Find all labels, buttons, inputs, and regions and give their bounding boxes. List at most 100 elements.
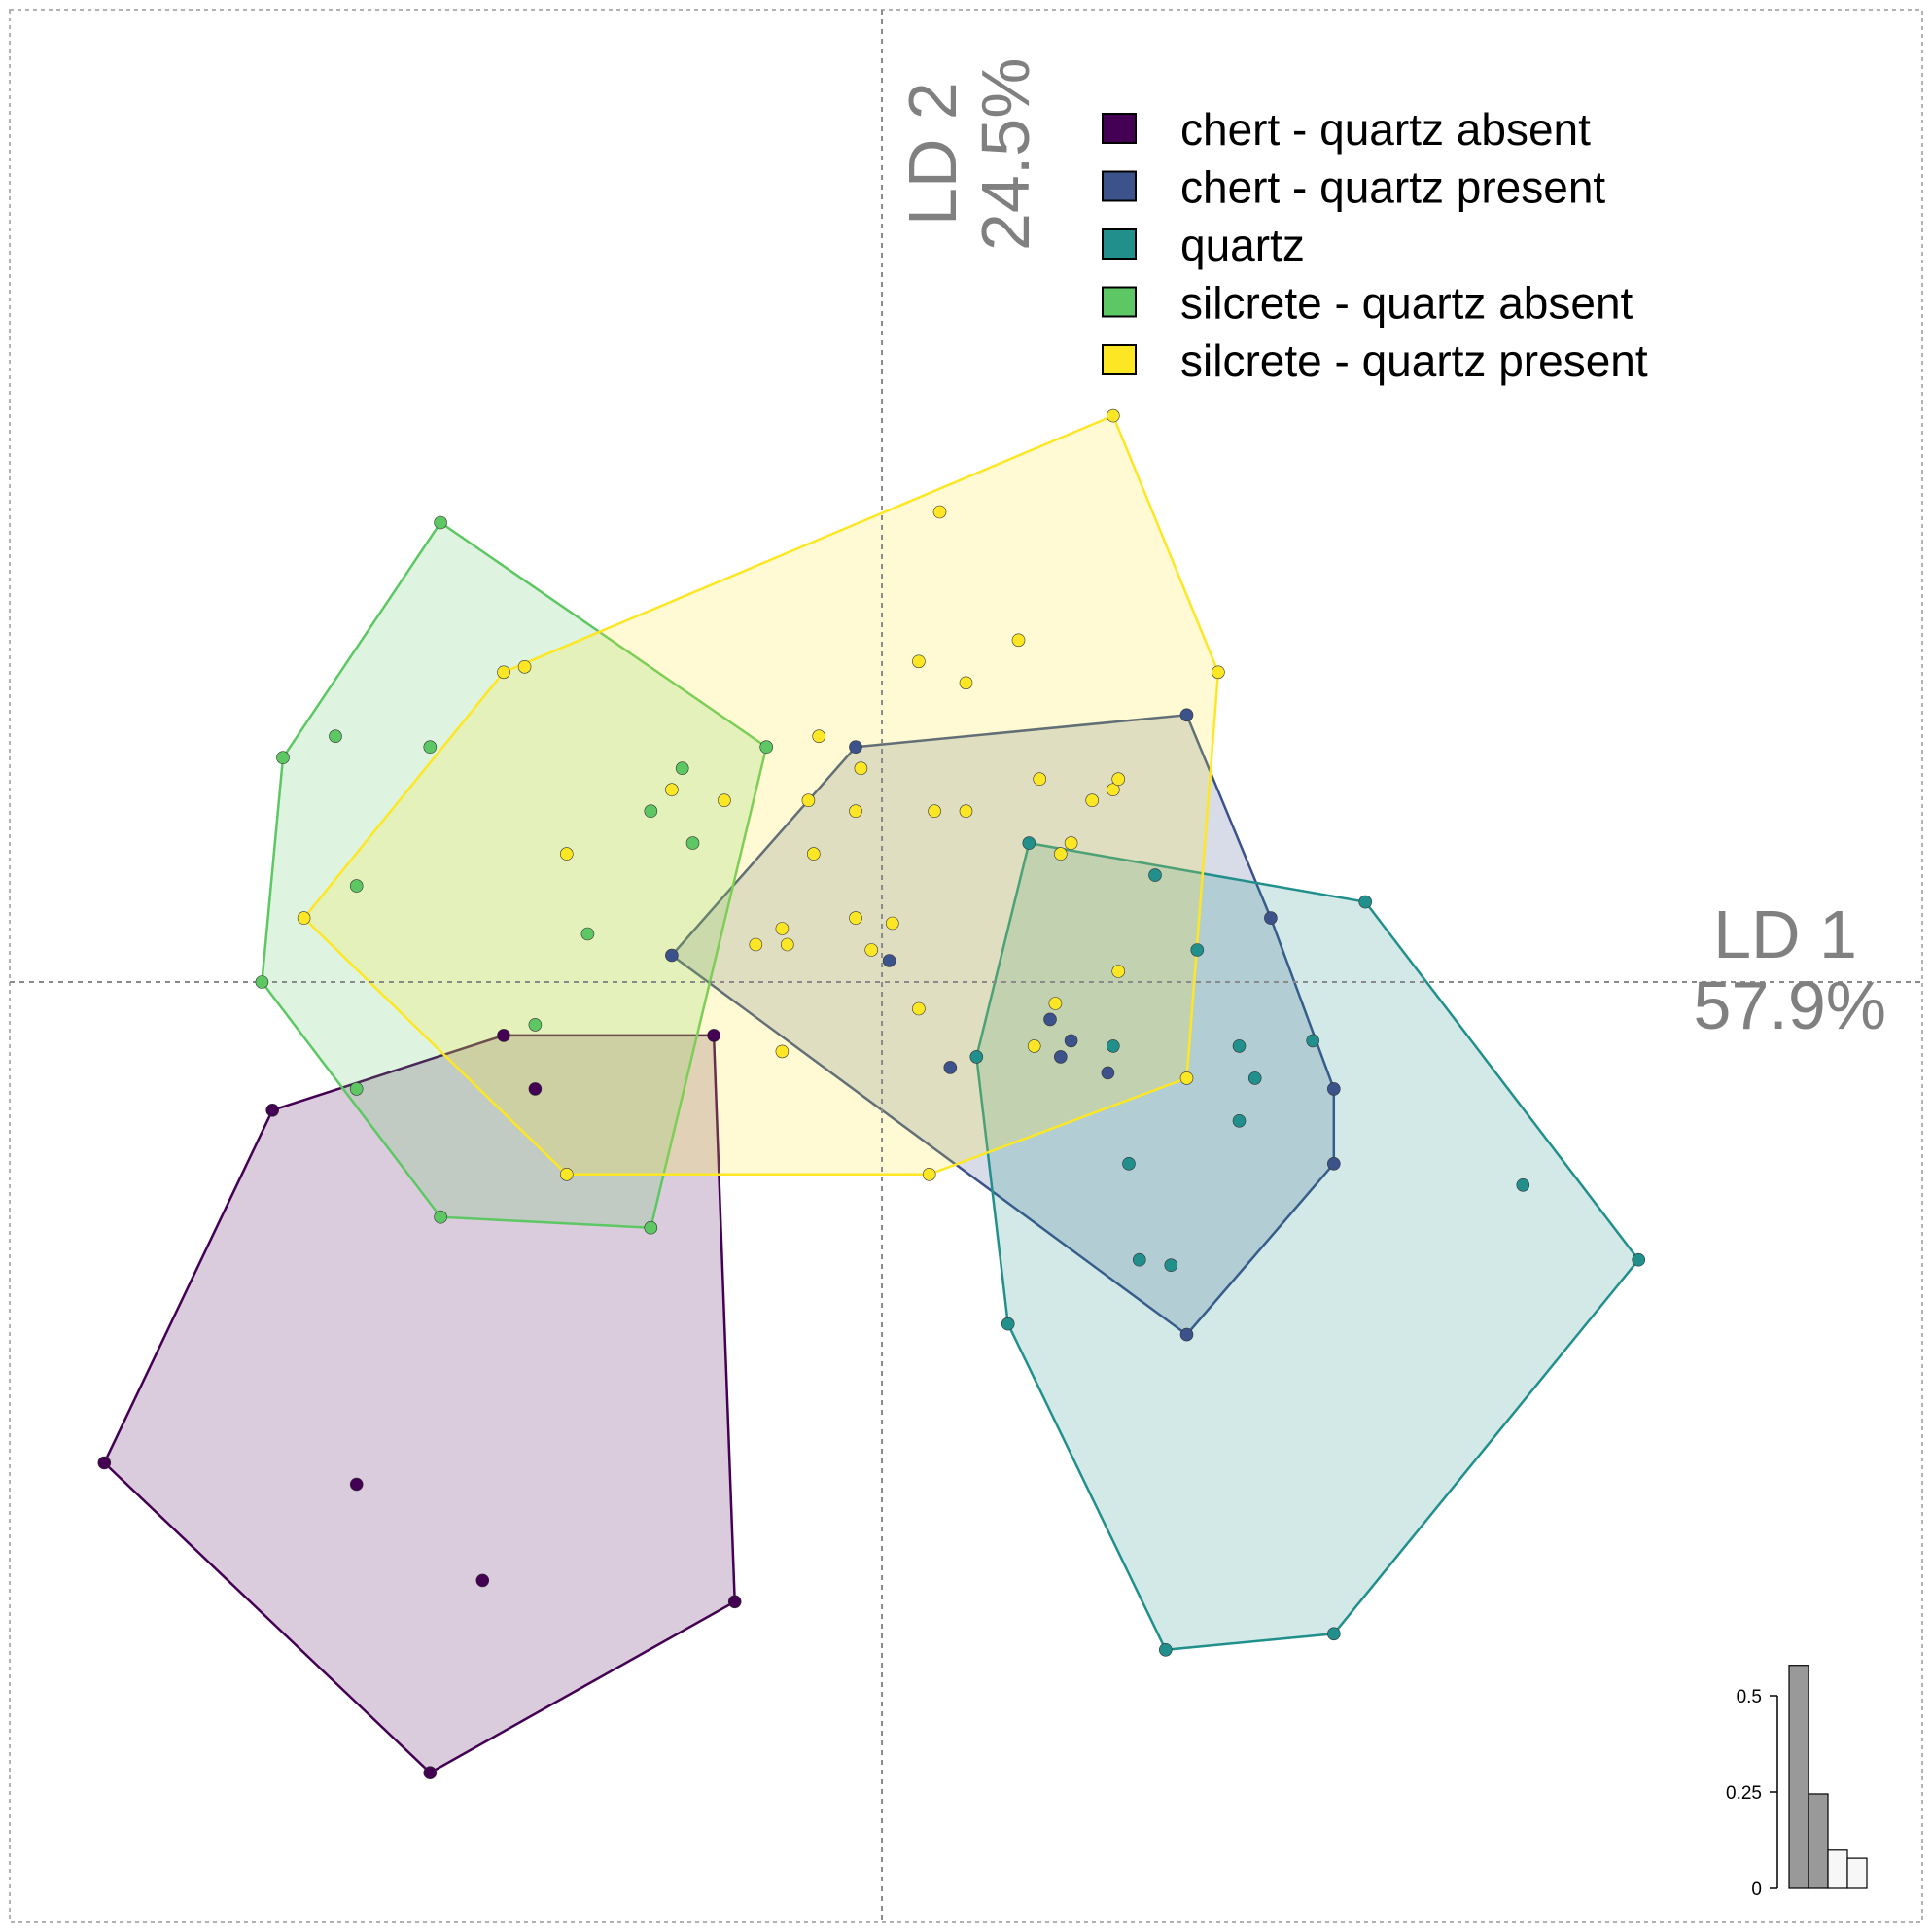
- point-silcrete-quartz-present-23: [1064, 836, 1078, 850]
- ld1-percent: 57.9%: [1694, 967, 1886, 1043]
- point-silcrete-quartz-present-37: [1027, 1039, 1041, 1053]
- point-silcrete-quartz-present-36: [1048, 997, 1063, 1010]
- point-silcrete-quartz-absent-1: [434, 515, 447, 530]
- point-silcrete-quartz-present-5: [1179, 1071, 1194, 1085]
- point-silcrete-quartz-present-26: [1111, 772, 1125, 787]
- point-silcrete-quartz-present-24: [1085, 793, 1099, 808]
- point-quartz-13: [1133, 1252, 1146, 1267]
- point-chert-quartz-present-0: [665, 948, 679, 963]
- point-quartz-11: [1232, 1114, 1247, 1128]
- point-chert-quartz-present-5: [1327, 1157, 1341, 1171]
- point-chert-quartz-absent-1: [265, 1104, 280, 1117]
- point-silcrete-quartz-absent-8: [423, 740, 438, 755]
- point-silcrete-quartz-present-34: [775, 1044, 790, 1059]
- ld2-label: LD 2: [895, 82, 970, 226]
- point-chert-quartz-absent-5: [727, 1595, 742, 1609]
- legend-swatch-chert-quartz-absent: [1102, 113, 1137, 144]
- point-chert-quartz-present-9: [1043, 1012, 1057, 1027]
- ld2-percent: 24.5%: [967, 58, 1043, 251]
- point-quartz-6: [969, 1050, 984, 1064]
- point-silcrete-quartz-present-14: [801, 793, 816, 808]
- point-chert-quartz-present-2: [1179, 708, 1194, 722]
- point-silcrete-quartz-absent-14: [528, 1018, 543, 1032]
- group-hulls: [102, 413, 1640, 1774]
- point-silcrete-quartz-present-3: [1107, 408, 1120, 423]
- point-silcrete-quartz-present-18: [849, 804, 862, 819]
- point-chert-quartz-present-11: [1064, 1034, 1078, 1048]
- point-silcrete-quartz-present-12: [812, 729, 826, 744]
- point-chert-quartz-absent-4: [707, 1029, 720, 1042]
- legend-label-chert-quartz-present: chert - quartz present: [1180, 162, 1605, 213]
- point-chert-quartz-present-10: [1054, 1050, 1068, 1064]
- point-silcrete-quartz-present-30: [749, 937, 763, 952]
- data-points: [97, 408, 1645, 1779]
- point-silcrete-quartz-present-6: [922, 1168, 936, 1181]
- point-silcrete-quartz-present-17: [559, 847, 574, 861]
- point-chert-quartz-present-6: [1179, 1327, 1194, 1342]
- inset-bar-2: [1808, 1793, 1829, 1889]
- point-silcrete-quartz-absent-2: [759, 740, 774, 755]
- inset-tick-label: 0: [1751, 1879, 1762, 1900]
- inset-tick-label: 0.25: [1726, 1783, 1762, 1804]
- point-silcrete-quartz-present-25: [1107, 783, 1120, 797]
- point-chert-quartz-absent-8: [475, 1573, 490, 1588]
- point-silcrete-quartz-absent-11: [644, 804, 658, 819]
- legend-label-chert-quartz-absent: chert - quartz absent: [1180, 104, 1591, 155]
- hull-chert-quartz-present: [670, 713, 1336, 1337]
- point-silcrete-quartz-present-15: [665, 783, 679, 797]
- point-quartz-3: [1327, 1627, 1341, 1641]
- point-silcrete-quartz-present-1: [497, 665, 510, 680]
- legend-label-silcrete-quartz-absent: silcrete - quartz absent: [1180, 278, 1633, 329]
- point-quartz-9: [1232, 1039, 1247, 1053]
- point-quartz-4: [1159, 1643, 1173, 1657]
- inset-bar-4: [1846, 1857, 1868, 1889]
- point-silcrete-quartz-present-10: [912, 654, 926, 669]
- point-silcrete-quartz-absent-10: [685, 836, 700, 850]
- point-silcrete-quartz-present-28: [849, 911, 862, 925]
- point-silcrete-quartz-absent-13: [580, 927, 595, 941]
- point-chert-quartz-absent-0: [97, 1456, 112, 1470]
- point-silcrete-quartz-present-27: [1033, 772, 1046, 787]
- point-quartz-8: [1190, 943, 1205, 957]
- point-silcrete-quartz-present-4: [1212, 665, 1225, 680]
- point-quartz-12: [1122, 1157, 1136, 1171]
- point-quartz-16: [1516, 1178, 1530, 1192]
- point-silcrete-quartz-present-8: [932, 505, 947, 519]
- point-silcrete-quartz-present-29: [775, 922, 790, 935]
- point-chert-quartz-present-12: [1101, 1066, 1115, 1080]
- point-quartz-1: [1358, 895, 1372, 909]
- hull-quartz: [975, 841, 1640, 1652]
- point-silcrete-quartz-absent-0: [276, 751, 290, 765]
- point-quartz-10: [1247, 1071, 1262, 1085]
- point-silcrete-quartz-absent-12: [349, 879, 364, 893]
- point-quartz-15: [1306, 1034, 1319, 1048]
- legend: chert - quartz absent chert - quartz pres…: [1102, 104, 1648, 386]
- ld1-label: LD 1: [1713, 896, 1857, 972]
- point-chert-quartz-present-8: [943, 1061, 958, 1074]
- legend-label-quartz: quartz: [1180, 220, 1305, 270]
- point-silcrete-quartz-absent-3: [644, 1220, 658, 1235]
- point-silcrete-quartz-present-33: [864, 943, 879, 957]
- hull-silcrete-quartz-present: [301, 413, 1220, 1177]
- legend-swatch-quartz: [1102, 228, 1137, 260]
- inset-bar-1: [1788, 1665, 1809, 1889]
- point-quartz-0: [1022, 836, 1036, 850]
- point-chert-quartz-absent-7: [349, 1477, 364, 1492]
- point-silcrete-quartz-present-11: [959, 676, 973, 690]
- inset-tick-label: 0.5: [1737, 1687, 1762, 1707]
- legend-label-silcrete-quartz-present: silcrete - quartz present: [1180, 335, 1648, 386]
- point-quartz-14: [1164, 1258, 1178, 1272]
- point-silcrete-quartz-present-20: [959, 804, 973, 819]
- point-quartz-2: [1632, 1252, 1645, 1267]
- point-quartz-17: [1107, 1039, 1120, 1053]
- point-silcrete-quartz-absent-9: [675, 761, 689, 776]
- point-silcrete-quartz-absent-7: [329, 729, 342, 744]
- point-silcrete-quartz-present-35: [912, 1001, 926, 1016]
- point-silcrete-quartz-present-22: [1054, 847, 1068, 861]
- point-silcrete-quartz-absent-4: [434, 1210, 447, 1224]
- point-silcrete-quartz-present-16: [718, 793, 731, 808]
- point-silcrete-quartz-present-0: [297, 911, 311, 925]
- point-silcrete-quartz-present-38: [1111, 965, 1125, 978]
- point-silcrete-quartz-absent-5: [349, 1082, 364, 1096]
